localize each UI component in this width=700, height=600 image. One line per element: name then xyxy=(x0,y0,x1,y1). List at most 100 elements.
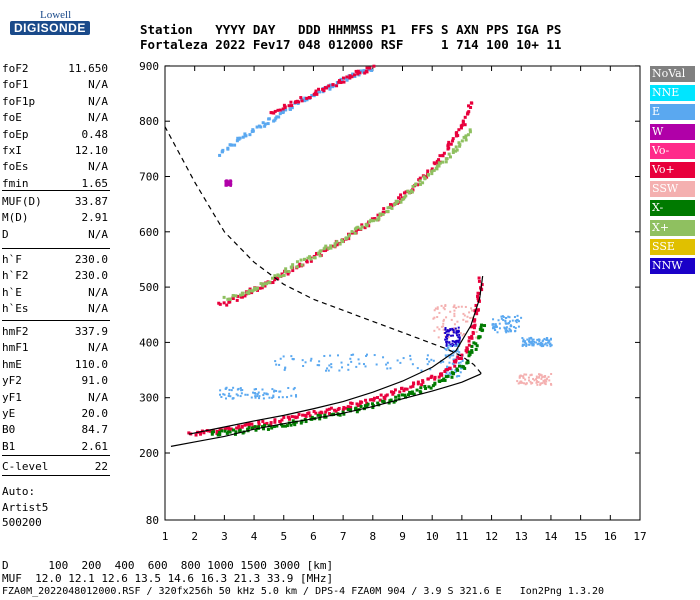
echo-point xyxy=(272,395,275,398)
echo-point xyxy=(349,405,353,409)
echo-point xyxy=(235,298,239,302)
echo-point xyxy=(462,318,465,321)
echo-point xyxy=(231,297,235,301)
echo-point xyxy=(451,331,454,334)
echo-point xyxy=(241,431,245,435)
echo-point xyxy=(536,383,539,386)
echo-point xyxy=(217,301,221,305)
echo-point xyxy=(376,396,380,400)
echo-point xyxy=(305,260,309,264)
echo-point xyxy=(480,283,484,287)
echo-point xyxy=(447,354,450,357)
param-row: foF1p N/A xyxy=(2,95,108,109)
legend-item: X+ xyxy=(650,219,695,236)
param-value: N/A xyxy=(88,78,108,92)
echo-point xyxy=(350,401,354,405)
echo-point xyxy=(523,382,526,385)
echo-point xyxy=(540,374,543,377)
echo-point xyxy=(267,424,271,428)
echo-point xyxy=(218,430,222,434)
param-name: hmF2 xyxy=(2,325,29,338)
echo-point xyxy=(328,83,332,87)
profile-curve xyxy=(164,126,482,374)
echo-point xyxy=(295,265,299,269)
echo-point xyxy=(521,343,524,346)
echo-point xyxy=(381,399,385,403)
echo-point xyxy=(503,326,506,329)
echo-point xyxy=(275,389,278,392)
footer-info: FZA0M_2022048012000.RSF / 320fx256h 50 k… xyxy=(2,586,605,597)
echo-point xyxy=(223,427,227,431)
echo-point xyxy=(452,331,455,334)
echo-point xyxy=(493,327,496,330)
echo-point xyxy=(206,429,210,433)
echo-point xyxy=(265,421,269,425)
echo-point xyxy=(243,294,247,298)
echo-point xyxy=(453,327,456,330)
echo-point xyxy=(228,388,231,391)
echo-point xyxy=(456,334,459,337)
echo-point xyxy=(272,394,275,397)
echo-point xyxy=(476,297,480,301)
echo-point xyxy=(284,267,288,271)
echo-point xyxy=(454,149,458,153)
echo-point xyxy=(233,432,237,436)
echo-point xyxy=(278,363,281,366)
echo-point xyxy=(231,294,235,298)
echo-point xyxy=(423,177,427,181)
echo-point xyxy=(471,316,474,319)
echo-point xyxy=(474,347,478,351)
echo-point xyxy=(262,394,265,397)
echo-point xyxy=(375,218,379,222)
echo-point xyxy=(309,257,313,261)
echo-point xyxy=(333,242,337,246)
echo-point xyxy=(492,323,495,326)
echo-point xyxy=(426,377,430,381)
echo-point xyxy=(411,184,415,188)
echo-point xyxy=(253,388,256,391)
echo-point xyxy=(350,75,354,79)
echo-point xyxy=(403,393,407,397)
echo-point xyxy=(508,316,511,319)
echo-point xyxy=(518,320,521,323)
x-tick-label: 1 xyxy=(162,530,169,543)
param-row: foF1 N/A xyxy=(2,78,108,92)
echo-point xyxy=(356,404,360,408)
echo-point xyxy=(370,402,374,406)
echo-point xyxy=(218,433,222,437)
echo-point xyxy=(448,371,451,374)
echo-point xyxy=(496,331,499,334)
y-tick-label: 600 xyxy=(139,226,159,239)
echo-point xyxy=(265,392,268,395)
echo-point xyxy=(457,305,460,308)
param-separator xyxy=(2,320,110,321)
echo-point xyxy=(241,389,244,392)
echo-point xyxy=(446,337,449,340)
echo-point xyxy=(446,333,449,336)
echo-point xyxy=(529,341,532,344)
echo-point xyxy=(546,338,549,341)
echo-point xyxy=(366,402,370,406)
echo-point xyxy=(387,401,391,405)
echo-point xyxy=(292,358,295,361)
echo-point xyxy=(338,79,342,83)
echo-point xyxy=(549,337,552,340)
echo-point xyxy=(477,291,481,295)
echo-point xyxy=(455,332,458,335)
echo-point xyxy=(458,336,461,339)
param-value: N/A xyxy=(88,285,108,299)
echo-point xyxy=(269,421,273,425)
echo-point xyxy=(470,344,474,348)
echo-point xyxy=(346,405,350,409)
echo-point xyxy=(454,145,458,149)
legend-item: NNW xyxy=(650,258,695,274)
echo-point xyxy=(437,336,440,339)
echo-point xyxy=(442,318,445,321)
echo-point xyxy=(523,343,526,346)
echo-point xyxy=(456,134,460,138)
echo-point xyxy=(453,344,456,347)
echo-point xyxy=(266,427,270,431)
echo-point xyxy=(436,326,439,329)
echo-point xyxy=(446,330,449,333)
echo-point xyxy=(525,382,528,385)
